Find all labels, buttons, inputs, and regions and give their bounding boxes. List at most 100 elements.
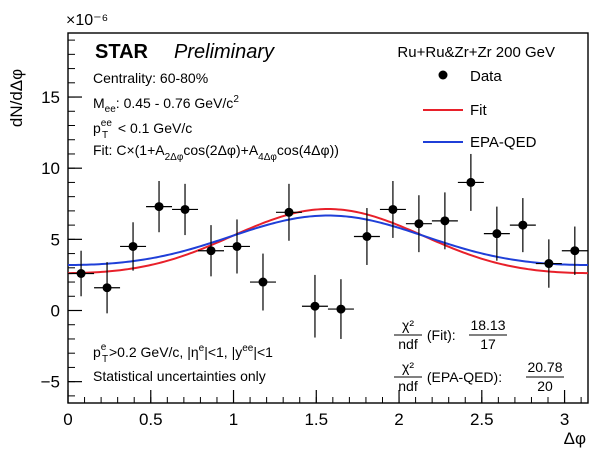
data-point <box>301 274 328 338</box>
data-marker <box>518 220 528 230</box>
data-point <box>457 153 484 211</box>
data-point <box>327 279 354 339</box>
chi2-fit-denominator: ndf <box>398 336 418 352</box>
x-axis-title: Δφ <box>564 429 586 448</box>
curve-fit <box>68 208 588 275</box>
cut-eta-superscript: e <box>199 343 205 354</box>
chi2-fit-group: χ² ndf (Fit): 18.13 17 <box>394 317 507 352</box>
data-point <box>379 181 406 238</box>
centrality-label: Centrality: 60-80% <box>93 70 208 86</box>
data-marker <box>466 177 476 187</box>
data-marker <box>414 219 424 229</box>
curve-epa-qed <box>67 214 589 267</box>
data-marker <box>154 202 164 212</box>
chi2-epa-label: (EPA-QED): <box>423 369 506 385</box>
chi2-fit-numerator: χ² <box>402 317 414 333</box>
y-tick-label: 10 <box>41 159 60 178</box>
chi2-epa-numerator: χ² <box>402 359 414 375</box>
status-label: Preliminary <box>174 41 275 63</box>
y-axis-title: dN/dΔφ <box>7 69 26 127</box>
x-tick-label: 1.5 <box>304 410 328 429</box>
legend-data-marker <box>438 70 448 80</box>
x-tick-label: 2 <box>394 410 403 429</box>
cut-text-1: >0.2 GeV/c, |η <box>109 344 199 360</box>
pt-subscript: T <box>102 130 108 141</box>
cut-p-symbol: p <box>93 344 101 360</box>
data-point <box>172 183 199 236</box>
y-multiplier: ×10⁻⁶ <box>66 12 108 29</box>
data-marker <box>362 232 372 241</box>
fit-formula-label: Fit: C×(1+A2Δφcos(2Δφ)+A4Δφcos(4Δφ)) <box>93 142 339 163</box>
fit-sub-2: 4Δφ <box>258 152 277 163</box>
chi2-epa-value-denominator: 20 <box>537 378 553 394</box>
plot-frame <box>67 32 589 404</box>
data-point <box>68 250 95 297</box>
data-point <box>561 226 588 275</box>
chi2-fit-value-numerator: 18.13 <box>470 317 505 333</box>
cut-text-2: |<1, |y <box>204 344 242 360</box>
data-point <box>249 253 276 311</box>
y-tick-label: −5 <box>41 373 60 392</box>
legend-epa-label: EPA-QED <box>470 134 537 151</box>
mass-superscript: 2 <box>233 94 239 105</box>
data-marker <box>440 216 450 226</box>
data-marker <box>310 301 320 311</box>
data-marker <box>232 241 242 251</box>
chi2-fit-value-denominator: 17 <box>480 336 496 352</box>
data-marker <box>128 241 138 251</box>
kinematic-cuts-label: pe T>0.2 GeV/c, |ηe|<1, |yee|<1 <box>93 342 273 365</box>
data-point <box>224 219 250 274</box>
experiment-label: STAR <box>95 41 149 63</box>
data-point <box>198 225 225 277</box>
mass-symbol: M <box>93 95 105 111</box>
cut-text-3: |<1 <box>253 344 273 360</box>
x-tick-label: 3 <box>560 410 569 429</box>
pt-symbol: p <box>93 120 101 136</box>
stat-note: Statistical uncertainties only <box>93 368 266 384</box>
data-point <box>509 198 536 253</box>
fit-sub-1: 2Δφ <box>165 152 184 163</box>
data-point <box>483 206 510 261</box>
data-marker <box>180 204 190 214</box>
chi2-epa-group: χ² ndf (EPA-QED): 20.78 20 <box>394 359 564 394</box>
chi2-epa-value-numerator: 20.78 <box>527 359 562 375</box>
cut-p-subscript: T <box>102 354 108 365</box>
fit-part-2: cos(2Δφ)+A <box>183 142 259 158</box>
data-marker <box>388 204 398 214</box>
legend: Data Fit EPA-QED <box>423 68 537 151</box>
mass-window-label: Mee: 0.45 - 0.76 GeV/c2 <box>93 94 239 115</box>
collision-system: Ru+Ru&Zr+Zr 200 GeV <box>397 44 555 61</box>
pt-superscript: ee <box>101 118 113 129</box>
fit-part-3: cos(4Δφ)) <box>277 142 339 158</box>
cut-p-superscript: e <box>101 342 107 353</box>
fit-part-1: Fit: C×(1+A <box>93 142 165 158</box>
pt-value: < 0.1 GeV/c <box>114 120 192 136</box>
data-marker <box>544 259 554 269</box>
x-tick-label: 0 <box>63 410 72 429</box>
data-marker <box>492 229 502 239</box>
data-marker <box>102 283 112 293</box>
data-marker <box>76 269 86 278</box>
data-marker <box>570 246 580 256</box>
data-marker <box>336 304 346 314</box>
data-point <box>146 181 173 233</box>
mass-subscript: ee <box>105 104 117 115</box>
data-marker <box>206 246 216 256</box>
curves <box>67 208 589 275</box>
chi2-epa-denominator: ndf <box>398 378 418 394</box>
data-point <box>120 222 147 271</box>
mass-value: : 0.45 - 0.76 GeV/c <box>116 95 234 111</box>
data-point <box>405 195 432 253</box>
data-marker <box>258 277 268 287</box>
data-point <box>431 192 458 250</box>
chi2-fit-label: (Fit): <box>423 327 460 343</box>
data-points <box>68 153 588 339</box>
data-point <box>353 208 380 265</box>
y-tick-label: 0 <box>51 302 60 321</box>
data-point <box>275 183 302 241</box>
x-tick-label: 2.5 <box>470 410 494 429</box>
x-tick-label: 1 <box>229 410 238 429</box>
y-tick-label: 15 <box>41 88 60 107</box>
